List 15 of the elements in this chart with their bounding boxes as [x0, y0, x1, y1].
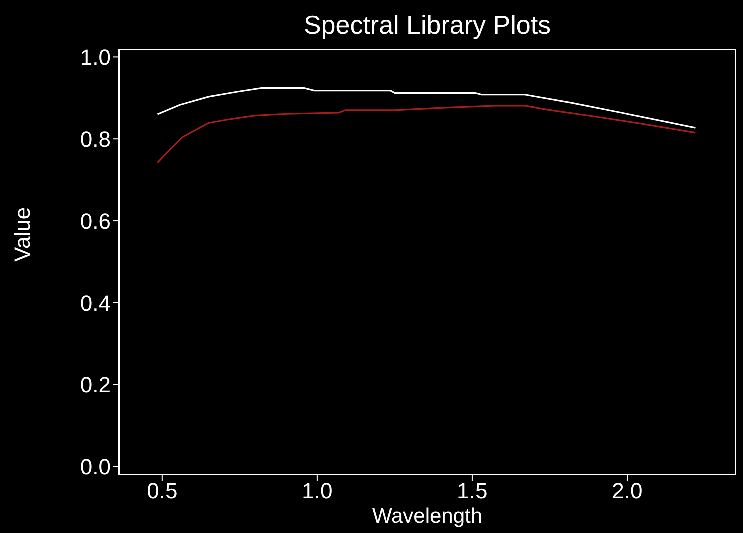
x-tick-label: 1.5: [457, 478, 488, 504]
x-axis-title: Wavelength: [372, 505, 483, 528]
y-tick-label: 0.0: [80, 454, 111, 480]
y-tick-label: 0.6: [80, 208, 111, 234]
y-tick-label: 1.0: [80, 45, 111, 70]
y-axis-title: Value: [10, 207, 35, 262]
chart-title: Spectral Library Plots: [302, 10, 552, 41]
line-series: [156, 88, 696, 129]
line-series: [156, 105, 696, 164]
y-tick-label: 0.2: [80, 372, 111, 398]
y-tick-label: 0.8: [80, 126, 111, 152]
x-tick-label: 2.0: [612, 478, 643, 504]
x-tick-label: 0.5: [147, 478, 178, 504]
x-tick-label: 1.0: [302, 478, 333, 504]
y-tick-label: 0.4: [80, 290, 111, 316]
